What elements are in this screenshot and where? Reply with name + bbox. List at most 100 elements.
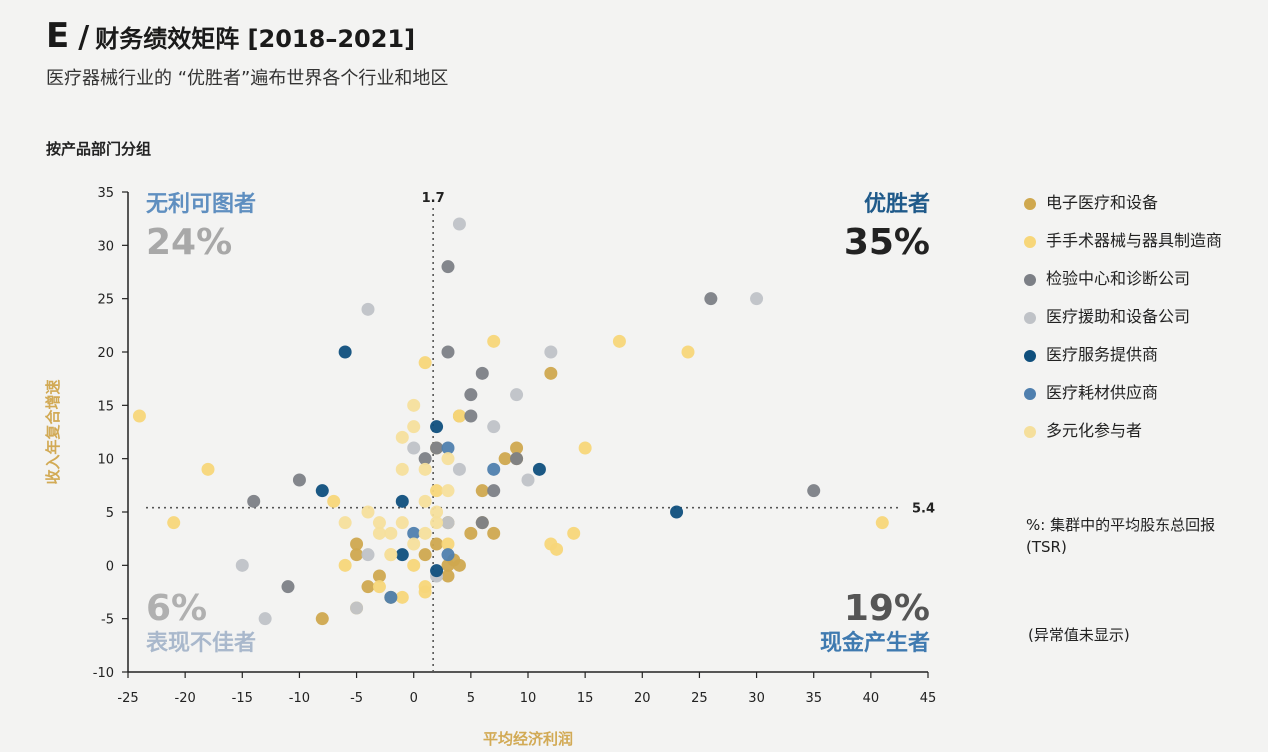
data-point: [418, 526, 432, 540]
quadrant-name: 表现不佳者: [146, 631, 256, 656]
quadrant-tsr-value: 24%: [146, 222, 232, 263]
data-point: [521, 473, 535, 487]
data-point: [407, 420, 421, 434]
x-tick-label: 35: [805, 691, 822, 706]
legend-item: 多元化参与者: [1024, 420, 1254, 442]
y-tick-label: 20: [97, 346, 114, 361]
data-point: [350, 601, 364, 615]
data-point: [407, 441, 421, 455]
data-point: [247, 494, 261, 508]
x-tick-label: 25: [691, 691, 708, 706]
x-tick-label: -15: [232, 691, 253, 706]
data-point: [350, 548, 364, 562]
data-point: [750, 292, 764, 306]
legend-label: 医疗援助和设备公司: [1046, 307, 1191, 326]
legend-marker-icon: [1024, 426, 1036, 438]
data-point: [441, 345, 455, 359]
legend-label: 检验中心和诊断公司: [1046, 269, 1191, 288]
legend-marker-icon: [1024, 274, 1036, 286]
quadrant-name: 优胜者: [864, 191, 930, 217]
legend-item: 检验中心和诊断公司: [1024, 268, 1254, 290]
data-point: [361, 580, 375, 594]
data-point: [544, 366, 558, 380]
y-tick-label: 25: [97, 293, 114, 308]
data-point: [430, 441, 444, 455]
outlier-note: (异常值未显示): [1028, 626, 1130, 644]
chart-header: E / 财务绩效矩阵 [2018–2021]: [46, 16, 415, 56]
legend-marker-icon: [1024, 388, 1036, 400]
data-point: [395, 462, 409, 476]
data-point: [475, 366, 489, 380]
data-point: [384, 548, 398, 562]
data-point: [807, 484, 821, 498]
data-point: [132, 409, 146, 423]
data-point: [407, 537, 421, 551]
data-point: [487, 462, 501, 476]
data-point: [395, 548, 409, 562]
data-point: [498, 452, 512, 466]
legend-label: 医疗服务提供商: [1046, 345, 1159, 364]
legend-marker-icon: [1024, 350, 1036, 362]
data-point: [441, 569, 455, 583]
data-point: [670, 505, 684, 519]
data-point: [315, 612, 329, 626]
data-point: [407, 398, 421, 412]
x-axis-title: 平均经济利润: [483, 730, 573, 748]
data-point: [430, 484, 444, 498]
data-point: [418, 585, 432, 599]
data-point: [384, 526, 398, 540]
data-point: [441, 452, 455, 466]
x-tick-label: 10: [520, 691, 537, 706]
data-point: [487, 484, 501, 498]
y-tick-label: 15: [97, 399, 114, 414]
y-tick-label: -10: [93, 666, 114, 681]
data-point: [612, 334, 626, 348]
data-point: [475, 516, 489, 530]
data-point: [292, 473, 306, 487]
data-point: [350, 537, 364, 551]
data-point: [418, 356, 432, 370]
chart-subtitle: 医疗器械行业的 “优胜者”遍布世界各个行业和地区: [46, 68, 449, 89]
x-tick-label: 5: [467, 691, 475, 706]
legend-label: 医疗耗材供应商: [1046, 383, 1159, 402]
legend-item: 医疗援助和设备公司: [1024, 306, 1254, 328]
data-point: [510, 441, 524, 455]
tsr-note: %: 集群中的平均股东总回报 (TSR): [1026, 516, 1216, 556]
x-tick-label: -10: [289, 691, 310, 706]
data-point: [441, 260, 455, 274]
data-point: [704, 292, 718, 306]
data-point: [395, 590, 409, 604]
x-tick-label: 45: [920, 691, 937, 706]
data-point: [361, 302, 375, 316]
data-point: [430, 564, 444, 578]
x-tick-label: -20: [175, 691, 196, 706]
data-point: [167, 516, 181, 530]
data-point: [201, 462, 215, 476]
data-point: [567, 526, 581, 540]
data-point: [338, 345, 352, 359]
data-point: [395, 430, 409, 444]
legend-label: 手手术器械与器具制造商: [1046, 231, 1223, 250]
data-point: [361, 505, 375, 519]
data-point: [430, 537, 444, 551]
data-point: [510, 452, 524, 466]
x-tick-label: 20: [634, 691, 651, 706]
data-point: [544, 345, 558, 359]
x-tick-label: 15: [577, 691, 594, 706]
y-tick-label: 30: [97, 239, 114, 254]
data-point: [258, 612, 272, 626]
x-tick-label: 30: [748, 691, 765, 706]
data-point: [372, 526, 386, 540]
quadrant-name: 现金产生者: [820, 630, 930, 656]
data-point: [372, 569, 386, 583]
legend-item: 医疗耗材供应商: [1024, 382, 1254, 404]
x-tick-label: 40: [863, 691, 880, 706]
quadrant-tsr-value: 35%: [844, 222, 930, 263]
quadrant-tsr-value: 6%: [146, 588, 207, 629]
legend-marker-icon: [1024, 198, 1036, 210]
data-point: [418, 462, 432, 476]
legend-label: 电子医疗和设备: [1046, 193, 1159, 212]
data-point: [418, 452, 432, 466]
y-tick-label: 35: [97, 186, 114, 201]
data-point: [441, 441, 455, 455]
